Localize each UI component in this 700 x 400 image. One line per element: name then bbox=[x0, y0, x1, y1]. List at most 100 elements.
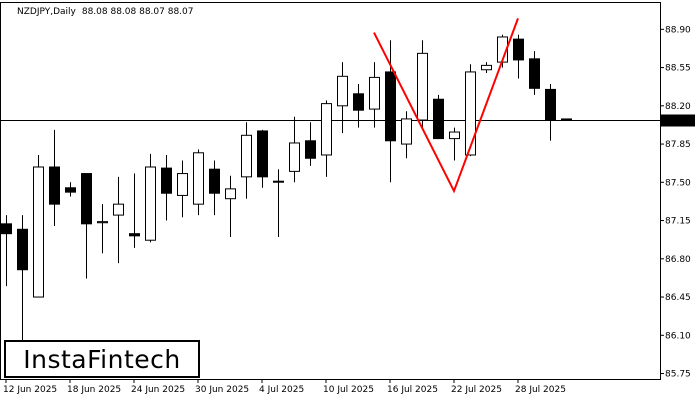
bull-candle-body bbox=[273, 180, 284, 183]
candle bbox=[1, 215, 12, 287]
bear-candle-body bbox=[561, 118, 572, 121]
candle bbox=[321, 100, 332, 177]
bull-candle-body bbox=[113, 203, 124, 216]
price-label-bg bbox=[661, 114, 695, 127]
bear-candle-body bbox=[209, 168, 220, 194]
x-tick-label: 12 Jun 2025 bbox=[3, 385, 57, 395]
y-tick-label: 87.50 bbox=[665, 178, 691, 188]
candle bbox=[417, 40, 428, 128]
candle bbox=[337, 62, 348, 134]
y-tick-label: 86.45 bbox=[665, 293, 691, 303]
bear-candle-body bbox=[529, 58, 540, 89]
candle bbox=[33, 154, 44, 298]
bull-candle-body bbox=[401, 118, 412, 145]
bear-candle-body bbox=[1, 223, 12, 235]
bear-candle-body bbox=[257, 130, 268, 178]
bull-candle-body bbox=[465, 71, 476, 156]
bear-candle-body bbox=[49, 166, 60, 205]
bull-candle-body bbox=[193, 152, 204, 205]
bull-candle-body bbox=[449, 131, 460, 140]
candle bbox=[49, 129, 60, 227]
candle bbox=[161, 154, 172, 221]
x-tick-label: 4 Jul 2025 bbox=[259, 385, 304, 395]
candle bbox=[513, 34, 524, 79]
bear-candle-body bbox=[17, 228, 28, 271]
candle bbox=[289, 116, 300, 183]
bull-candle-body bbox=[225, 188, 236, 200]
candle bbox=[129, 173, 140, 248]
candle bbox=[369, 62, 380, 128]
candle bbox=[257, 129, 268, 188]
bear-candle-body bbox=[353, 93, 364, 111]
x-tick-label: 28 Jul 2025 bbox=[515, 385, 566, 395]
x-tick-label: 16 Jul 2025 bbox=[387, 385, 438, 395]
y-tick-label: 86.10 bbox=[665, 331, 691, 341]
candle bbox=[481, 62, 492, 74]
y-tick-label: 88.90 bbox=[665, 25, 691, 35]
y-tick-label: 85.75 bbox=[665, 370, 691, 380]
candle bbox=[273, 169, 284, 237]
candle bbox=[465, 64, 476, 157]
candle bbox=[561, 118, 572, 121]
y-tick-label: 88.55 bbox=[665, 64, 691, 74]
bull-candle-body bbox=[321, 103, 332, 156]
bull-candle-body bbox=[369, 76, 380, 110]
candle bbox=[193, 149, 204, 216]
bull-candle-body bbox=[241, 134, 252, 178]
x-tick-label: 10 Jul 2025 bbox=[323, 385, 374, 395]
bear-candle-body bbox=[513, 38, 524, 61]
candle bbox=[305, 122, 316, 166]
logo-text: InstaFintech bbox=[23, 344, 181, 374]
x-tick-label: 22 Jul 2025 bbox=[451, 385, 502, 395]
candle bbox=[353, 83, 364, 128]
candle bbox=[529, 51, 540, 95]
y-tick-label: 88.20 bbox=[665, 102, 691, 112]
bull-candle-body bbox=[33, 166, 44, 298]
candle bbox=[433, 94, 444, 140]
candle bbox=[177, 160, 188, 218]
current-price-label: 88.07 bbox=[661, 114, 695, 127]
bear-candle-body bbox=[305, 140, 316, 159]
candle bbox=[65, 182, 76, 197]
candle bbox=[209, 160, 220, 216]
candle bbox=[145, 153, 156, 243]
candle bbox=[545, 83, 556, 141]
candle bbox=[225, 175, 236, 237]
double-top-pattern-line bbox=[373, 18, 519, 194]
y-tick-label: 86.80 bbox=[665, 255, 691, 265]
bull-candle-body bbox=[177, 173, 188, 196]
bull-candle-body bbox=[145, 166, 156, 241]
x-axis: 12 Jun 2025 18 Jun 2025 24 Jun 2025 30 Jun … bbox=[3, 379, 566, 395]
bear-candle-body bbox=[129, 233, 140, 237]
y-tick-label: 87.85 bbox=[665, 140, 691, 150]
x-tick-label: 18 Jun 2025 bbox=[67, 385, 121, 395]
candle bbox=[17, 215, 28, 347]
x-tick-label: 30 Jun 2025 bbox=[195, 385, 249, 395]
bear-candle-body bbox=[161, 167, 172, 194]
candles bbox=[1, 34, 572, 347]
bear-candle-body bbox=[81, 173, 92, 225]
instafintech-logo: InstaFintech bbox=[4, 340, 200, 378]
y-axis: 88.90 88.55 88.20 87.85 87.50 87.15 86.80 86.45… bbox=[660, 25, 691, 380]
candle bbox=[97, 204, 108, 254]
chart-header: NZDJPY,Daily 88.08 88.08 88.07 88.07 bbox=[17, 7, 194, 17]
y-tick-label: 87.15 bbox=[665, 217, 691, 227]
bear-candle-body bbox=[385, 71, 396, 142]
bear-candle-body bbox=[545, 88, 556, 121]
price-label-text: 88.07 bbox=[664, 117, 690, 127]
bear-candle-body bbox=[65, 187, 76, 193]
candle bbox=[449, 127, 460, 161]
bull-candle-body bbox=[481, 64, 492, 71]
candle bbox=[81, 173, 92, 279]
bull-candle-body bbox=[337, 75, 348, 107]
bull-candle-body bbox=[289, 142, 300, 172]
candle bbox=[113, 176, 124, 264]
candle bbox=[241, 122, 252, 199]
x-tick-label: 24 Jun 2025 bbox=[131, 385, 185, 395]
bear-candle-body bbox=[433, 98, 444, 140]
candle bbox=[401, 111, 412, 159]
plot-frame bbox=[0, 2, 661, 380]
bull-candle-body bbox=[97, 221, 108, 224]
bull-candle-body bbox=[417, 52, 428, 121]
